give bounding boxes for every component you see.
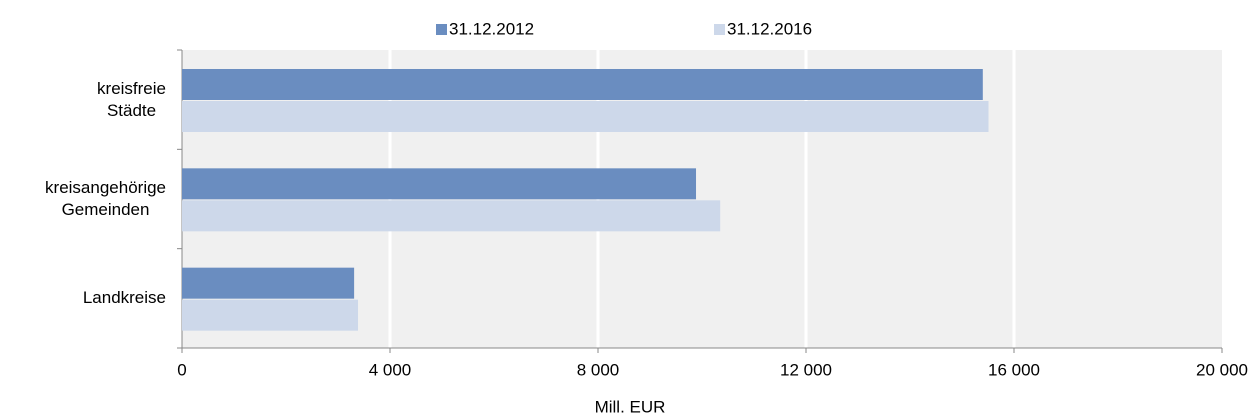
x-tick-label: 0 xyxy=(177,360,186,379)
bar xyxy=(182,168,697,200)
bar xyxy=(182,267,355,299)
legend-swatch xyxy=(436,24,447,35)
x-tick-label: 12 000 xyxy=(780,360,832,379)
bar xyxy=(182,69,983,100)
y-tick-label: kreisangehörige Gemeinden xyxy=(45,178,166,219)
bar xyxy=(182,101,989,132)
x-tick-label: 20 000 xyxy=(1196,360,1248,379)
legend-swatch xyxy=(714,24,725,35)
x-axis-label: Mill. EUR xyxy=(595,397,666,416)
legend-label: 31.12.2016 xyxy=(727,19,812,38)
x-tick-label: 16 000 xyxy=(988,360,1040,379)
y-tick-label: kreisfreie Städte xyxy=(97,78,166,120)
bar xyxy=(182,200,721,232)
y-tick-label: Landkreise xyxy=(82,288,166,308)
legend-label: 31.12.2012 xyxy=(449,19,534,38)
x-tick-label: 8 000 xyxy=(577,360,620,379)
bar xyxy=(182,299,359,331)
x-tick-label: 4 000 xyxy=(369,360,412,379)
